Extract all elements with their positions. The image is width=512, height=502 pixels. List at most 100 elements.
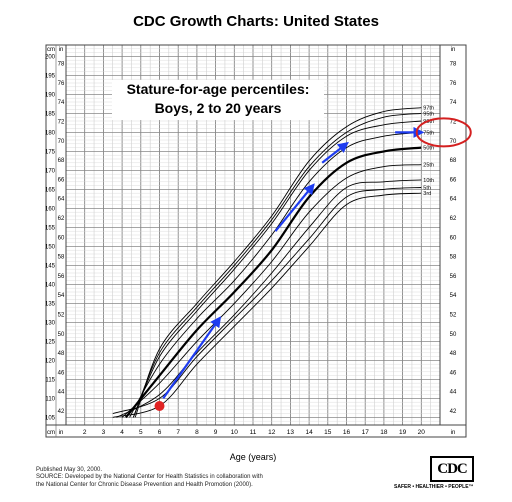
percentile-label-3rd: 3rd — [423, 191, 431, 197]
tick-label-age: 15 — [324, 429, 332, 436]
tick-label-in-right: 60 — [450, 235, 457, 241]
tick-label-in-left: 74 — [58, 100, 65, 106]
tick-label-age: 8 — [195, 429, 199, 436]
tick-label-age: 17 — [362, 429, 370, 436]
tick-label-in-left: 54 — [58, 293, 65, 299]
trend-arrow-3 — [321, 141, 349, 164]
tick-label-age: 7 — [176, 429, 180, 436]
footnote-line-3: the National Center for Chronic Disease … — [36, 481, 253, 488]
x-axis-label: Age (years) — [230, 452, 277, 462]
tick-label-in-left: 72 — [58, 119, 65, 125]
chart-frame — [45, 44, 467, 438]
tick-label-in-left: 62 — [58, 216, 65, 222]
percentile-curve-50th — [124, 146, 422, 419]
trend-arrow-1 — [162, 316, 222, 400]
tick-label-in-right: 76 — [450, 81, 457, 87]
tick-label-in-right: 62 — [450, 216, 457, 222]
tick-label-in-left: 46 — [58, 370, 65, 376]
percentile-label-50th: 50th — [423, 146, 434, 152]
tick-label-in-left: 64 — [58, 197, 65, 203]
trend-arrow-2 — [274, 183, 315, 232]
tick-label-age: 20 — [418, 429, 426, 436]
percentile-label-75th: 75th — [423, 130, 434, 136]
tick-label-in-right: 66 — [450, 177, 457, 183]
percentile-curve-95th — [132, 112, 422, 418]
tick-label-cm: 130 — [45, 320, 56, 326]
percentile-label-97th: 97th — [423, 106, 434, 112]
tick-label-in-right: 78 — [450, 62, 457, 68]
tick-label-in-right: 52 — [450, 312, 457, 318]
tick-label-in-right: 42 — [450, 409, 457, 415]
tick-label-in-right: 54 — [450, 293, 457, 299]
unit-label-in-bottom: in — [59, 430, 64, 436]
unit-label-in-top: in — [59, 47, 64, 53]
tick-label-cm: 140 — [45, 282, 56, 288]
highlight-circle — [415, 117, 472, 148]
tick-label-age: 6 — [158, 429, 162, 436]
tick-label-in-left: 60 — [58, 235, 65, 241]
tick-label-in-left: 70 — [58, 139, 65, 145]
tick-label-in-left: 48 — [58, 351, 65, 357]
tick-label-cm: 150 — [45, 244, 56, 250]
tick-label-in-right: 46 — [450, 370, 457, 376]
tick-label-cm: 105 — [45, 415, 56, 421]
tick-label-in-right: 44 — [450, 390, 457, 396]
annotations — [154, 117, 472, 411]
percentile-label-5th: 5th — [423, 186, 431, 192]
cdc-logo: CDC — [430, 456, 474, 482]
tick-label-age: 5 — [139, 429, 143, 436]
percentile-curve-90th — [132, 120, 422, 418]
tick-label-cm: 195 — [45, 73, 56, 79]
tick-label-cm: 155 — [45, 225, 56, 231]
tick-label-cm: 115 — [45, 377, 55, 383]
chart-panel-title: Stature-for-age percentiles: Boys, 2 to … — [112, 80, 324, 120]
tick-label-cm: 190 — [45, 92, 56, 98]
tick-label-in-left: 66 — [58, 177, 65, 183]
tick-label-age: 19 — [399, 429, 407, 436]
tick-label-in-left: 52 — [58, 312, 65, 318]
percentile-label-90th: 90th — [423, 119, 434, 125]
page-title: CDC Growth Charts: United States — [133, 13, 379, 30]
tick-label-in-right: 58 — [450, 255, 457, 261]
tick-label-in-right: 74 — [450, 100, 457, 106]
panel-title-line-2: Boys, 2 to 20 years — [154, 100, 282, 116]
tick-label-cm: 200 — [45, 54, 56, 60]
tick-label-in-right: 64 — [450, 197, 457, 203]
right-axis-strip — [440, 45, 466, 437]
percentile-curve-75th — [129, 131, 422, 418]
tick-label-in-right: 50 — [450, 332, 457, 338]
tick-label-cm: 145 — [45, 263, 56, 269]
tick-label-in-left: 58 — [58, 255, 65, 261]
unit-label-in-right-bottom: in — [451, 430, 456, 436]
tick-label-cm: 120 — [45, 358, 56, 364]
tick-label-in-right: 48 — [450, 351, 457, 357]
tick-label-in-left: 44 — [58, 390, 65, 396]
tick-label-age: 18 — [380, 429, 388, 436]
tick-label-cm: 175 — [45, 149, 56, 155]
tick-label-in-right: 56 — [450, 274, 457, 280]
footnote-line-1: Published May 30, 2000. — [36, 467, 103, 473]
tick-label-cm: 180 — [45, 130, 56, 136]
tick-label-cm: 170 — [45, 168, 56, 174]
tick-label-age: 11 — [250, 429, 257, 436]
tick-label-cm: 135 — [45, 301, 56, 307]
tick-label-cm: 110 — [45, 396, 55, 402]
percentile-label-25th: 25th — [423, 163, 434, 169]
source-footnote: Published May 30, 2000. SOURCE: Develope… — [36, 467, 263, 489]
tick-label-cm: 125 — [45, 339, 56, 345]
tick-label-age: 3 — [102, 429, 106, 436]
unit-label-cm-top: cm — [47, 47, 55, 53]
tick-label-in-left: 76 — [58, 81, 65, 87]
percentile-label-10th: 10th — [423, 178, 434, 184]
tick-label-age: 14 — [305, 429, 313, 436]
percentile-label-95th: 95th — [423, 111, 434, 117]
percentile-curve-25th — [121, 164, 422, 418]
tick-label-cm: 185 — [45, 111, 56, 117]
tick-label-age: 9 — [214, 429, 218, 436]
unit-label-cm-bottom: cm — [47, 430, 55, 436]
start-point-marker — [154, 401, 165, 411]
tick-label-in-right: 70 — [450, 139, 457, 145]
